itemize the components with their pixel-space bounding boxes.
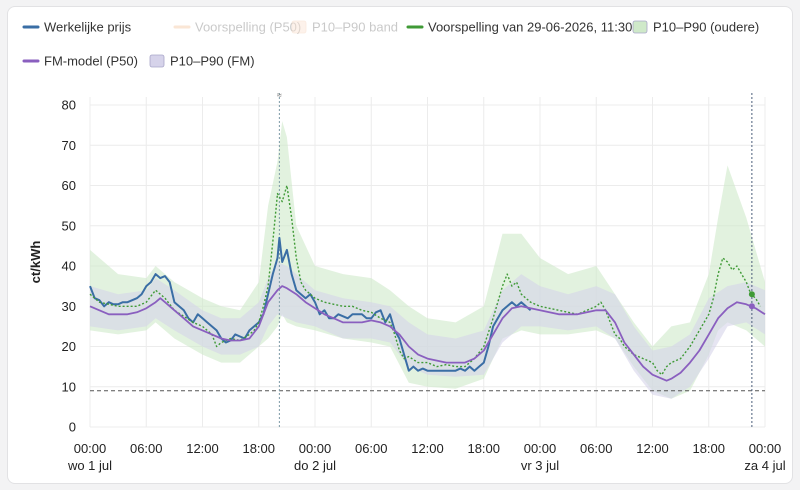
y-axis-label: ct/kWh xyxy=(28,241,43,284)
x-day-label: do 2 jul xyxy=(294,458,336,473)
x-tick-label: 18:00 xyxy=(242,441,275,456)
legend-label: Voorspelling van 29-06-2026, 11:30 xyxy=(428,20,632,35)
series-line xyxy=(89,236,532,372)
x-tick-label: 18:00 xyxy=(467,441,500,456)
vertical-marker-label: ≈ xyxy=(277,90,282,100)
x-tick-label: 00:00 xyxy=(299,441,332,456)
y-tick-label: 80 xyxy=(62,98,76,113)
x-tick-label: 18:00 xyxy=(692,441,725,456)
legend-item[interactable]: P10–P90 band xyxy=(291,20,398,35)
legend-label: P10–P90 (FM) xyxy=(170,54,255,69)
legend-item[interactable]: Voorspelling (P50) xyxy=(173,20,301,35)
x-day-label: wo 1 jul xyxy=(67,458,112,473)
x-tick-label: 00:00 xyxy=(74,441,107,456)
chart-card xyxy=(7,6,793,484)
x-tick-label: 06:00 xyxy=(130,441,163,456)
x-tick-label: 12:00 xyxy=(411,441,444,456)
legend-box-swatch xyxy=(632,20,648,34)
y-tick-label: 70 xyxy=(62,138,76,153)
legend-item[interactable]: P10–P90 (FM) xyxy=(149,54,255,69)
legend-label: P10–P90 (oudere) xyxy=(653,20,759,35)
legend-label: Voorspelling (P50) xyxy=(195,20,301,35)
x-tick-label: 00:00 xyxy=(524,441,557,456)
x-day-label: za 4 jul xyxy=(744,458,785,473)
band-p10-p90-fm- xyxy=(90,262,765,399)
x-tick-label: 12:00 xyxy=(636,441,669,456)
legend-box-swatch xyxy=(291,20,307,34)
legend-item[interactable]: P10–P90 (oudere) xyxy=(632,20,759,35)
legend-box-swatch xyxy=(149,54,165,68)
legend-item[interactable]: Voorspelling van 29-06-2026, 11:30 xyxy=(406,20,632,35)
legend: Werkelijke prijs Voorspelling (P50) P10–P9… xyxy=(22,20,759,69)
series-end-point xyxy=(748,303,755,310)
series-line xyxy=(89,285,766,382)
legend-label: FM-model (P50) xyxy=(44,54,138,69)
y-tick-label: 60 xyxy=(62,178,76,193)
legend-label: P10–P90 band xyxy=(312,20,398,35)
y-tick-label: 10 xyxy=(62,379,76,394)
legend-item[interactable]: Werkelijke prijs xyxy=(22,20,132,35)
legend-label: Werkelijke prijs xyxy=(44,20,132,35)
y-tick-label: 50 xyxy=(62,218,76,233)
x-tick-label: 06:00 xyxy=(355,441,388,456)
y-tick-label: 0 xyxy=(69,420,76,435)
y-tick-label: 40 xyxy=(62,259,76,274)
x-tick-label: 06:00 xyxy=(580,441,613,456)
legend-item[interactable]: FM-model (P50) xyxy=(22,54,138,69)
y-tick-label: 30 xyxy=(62,299,76,314)
x-day-label: vr 3 jul xyxy=(521,458,559,473)
x-tick-label: 12:00 xyxy=(186,441,219,456)
series-end-point xyxy=(748,291,755,298)
y-tick-label: 20 xyxy=(62,339,76,354)
x-tick-label: 00:00 xyxy=(749,441,782,456)
